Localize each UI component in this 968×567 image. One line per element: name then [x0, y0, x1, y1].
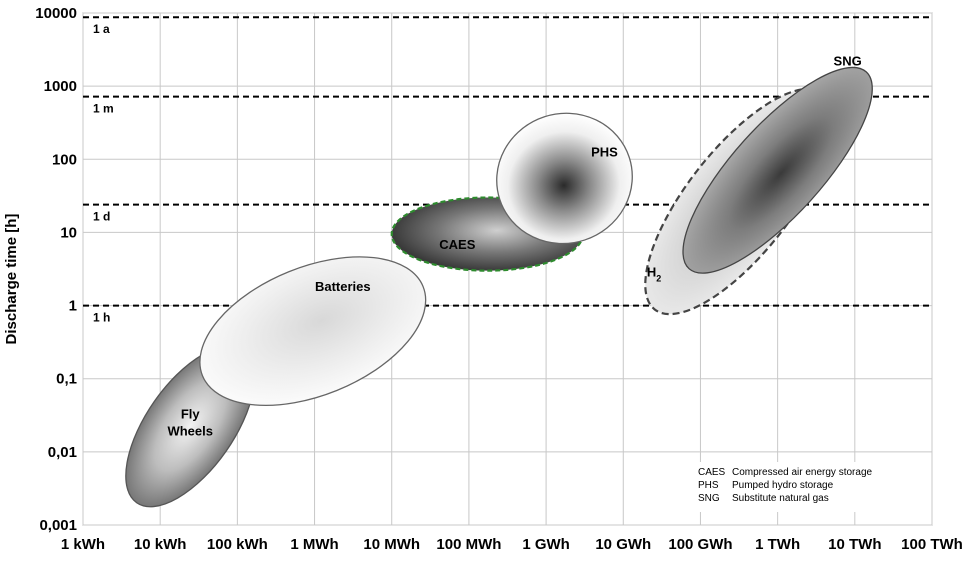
y-tick-label: 10000 — [35, 5, 77, 22]
x-tick-label: 10 kWh — [134, 536, 187, 553]
y-tick-label: 0,001 — [39, 517, 77, 534]
region-phs — [496, 112, 633, 245]
x-tick-label: 10 GWh — [595, 536, 651, 553]
region-label: CAES — [439, 237, 475, 252]
x-tick-label: 100 GWh — [668, 536, 732, 553]
x-tick-label: 10 TWh — [828, 536, 881, 553]
y-tick-label: 1 — [69, 298, 77, 315]
legend-abbr: CAES — [698, 467, 726, 478]
reference-line-label: 1 d — [93, 210, 110, 224]
y-tick-label: 1000 — [44, 78, 77, 95]
region-label: H2 — [647, 265, 661, 284]
reference-line-label: 1 m — [93, 102, 114, 116]
region-sng — [682, 66, 873, 274]
legend: CAES Compressed air energy storage PHS Pump… — [690, 462, 916, 512]
legend-abbr: PHS — [698, 480, 719, 491]
axes: 1 kWh 10 kWh 100 kWh 1 MWh 10 MWh 100 MWh 1 GW… — [3, 5, 963, 553]
x-tick-label: 100 TWh — [901, 536, 963, 553]
y-tick-label: 10 — [60, 224, 77, 241]
reference-line-label: 1 a — [93, 22, 110, 36]
y-tick-label: 100 — [52, 151, 77, 168]
x-tick-label: 1 MWh — [290, 536, 338, 553]
regions: Fly Wheels Batteries CAES PHS H2 SNG — [125, 53, 873, 508]
reference-line-label: 1 h — [93, 311, 110, 325]
region-label-line2: Wheels — [167, 423, 213, 438]
region-light — [199, 256, 427, 407]
region-label: SNG — [834, 53, 862, 68]
y-axis-label: Discharge time [h] — [3, 214, 20, 345]
legend-text: Substitute natural gas — [732, 493, 829, 504]
region-label: Fly — [181, 406, 201, 421]
x-tick-label: 1 kWh — [61, 536, 105, 553]
region-label: Batteries — [315, 279, 371, 294]
region-label: PHS — [591, 144, 618, 159]
legend-text: Compressed air energy storage — [732, 467, 873, 478]
x-tick-label: 10 MWh — [363, 536, 420, 553]
x-tick-label: 100 MWh — [436, 536, 501, 553]
x-tick-label: 100 kWh — [207, 536, 268, 553]
x-tick-label: 1 GWh — [522, 536, 570, 553]
legend-abbr: SNG — [698, 493, 720, 504]
legend-text: Pumped hydro storage — [732, 480, 834, 491]
legend-box — [690, 462, 916, 512]
y-tick-label: 0,01 — [48, 444, 77, 461]
y-tick-label: 0,1 — [56, 371, 77, 388]
region-label-subscript: 2 — [656, 274, 661, 284]
x-tick-label: 1 TWh — [755, 536, 800, 553]
